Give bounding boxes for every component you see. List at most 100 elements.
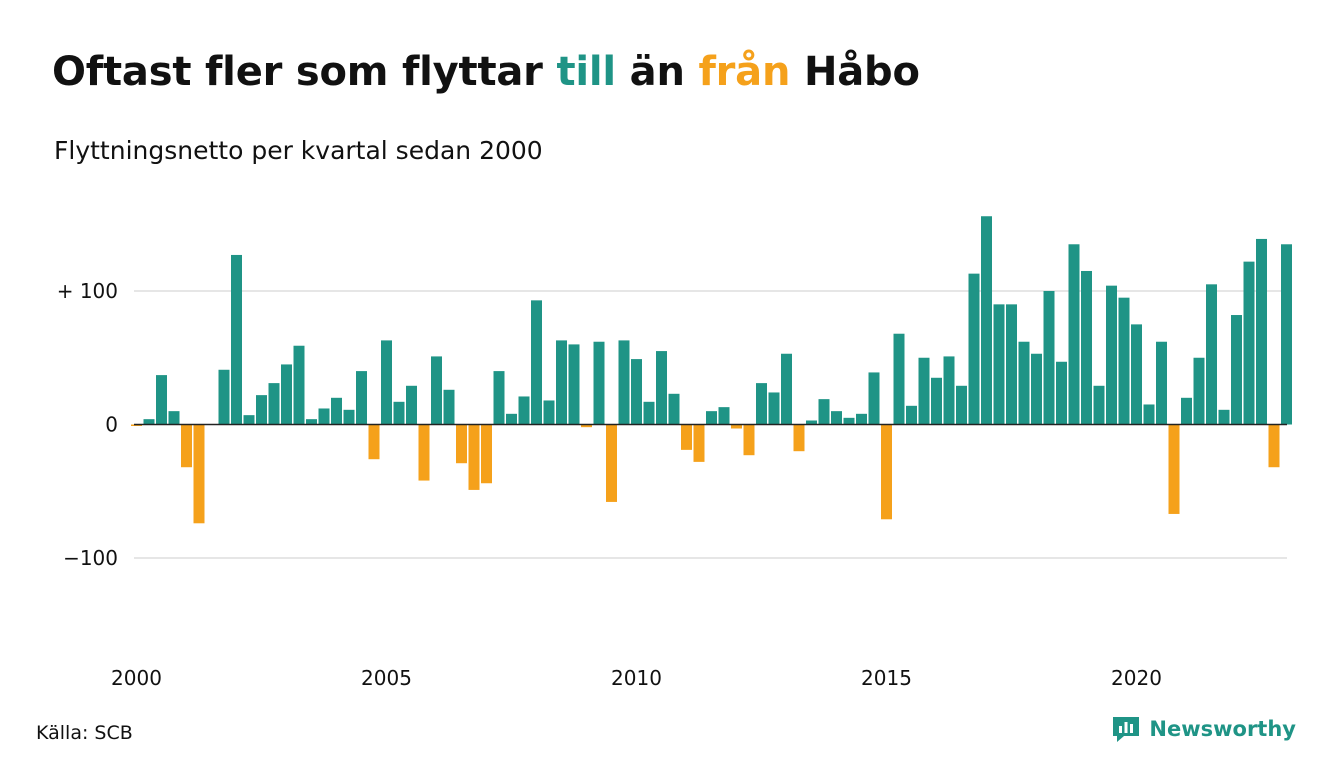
bar: 2007 K2: 40 bbox=[493, 371, 505, 425]
bar: 2004 K3: 40 bbox=[356, 371, 367, 425]
y-tick-label: + 100 bbox=[57, 279, 118, 303]
bar: 2018 K3: 47 bbox=[1056, 361, 1067, 425]
bar: 2017 K2: 90 bbox=[993, 304, 1005, 425]
bar: 2003 K2: 59 bbox=[293, 345, 305, 425]
bar: 2020 K2: 15 bbox=[1143, 404, 1155, 425]
bar: 2001 K2: -74 bbox=[193, 424, 205, 524]
bar: 2020 K1: 75 bbox=[1131, 324, 1142, 425]
title-part-5: Håbo bbox=[790, 49, 920, 95]
x-tick-label: 2010 bbox=[611, 666, 662, 690]
bar: 2005 K3: 29 bbox=[406, 385, 417, 425]
bar: 2000 K3: 37 bbox=[156, 375, 167, 425]
bar: 2012 K4: 24 bbox=[768, 392, 780, 425]
bar: 2021 K2: 50 bbox=[1193, 357, 1205, 425]
bar: 2014 K3: 8 bbox=[856, 413, 867, 425]
bar: 2001 K4: 41 bbox=[218, 369, 230, 425]
bar: 2013 K1: 53 bbox=[781, 353, 792, 425]
bar: 2015 K3: 14 bbox=[906, 405, 917, 425]
bar: 2019 K1: 115 bbox=[1081, 270, 1092, 425]
bar: 2002 K3: 22 bbox=[256, 395, 267, 425]
bar: 2020 K3: 62 bbox=[1156, 341, 1167, 425]
bar: 2020 K4: -67 bbox=[1168, 424, 1180, 514]
bar: 2019 K4: 95 bbox=[1118, 297, 1130, 425]
bar: 2005 K1: 63 bbox=[381, 340, 392, 425]
bar: 2005 K4: -42 bbox=[418, 424, 430, 481]
axes: + 100 0 −100 2000 2005 2010 2015 2020 bbox=[57, 279, 1287, 690]
bar: 2013 K4: 19 bbox=[818, 399, 830, 425]
bar: 2013 K2: -20 bbox=[793, 424, 805, 452]
x-tick-label: 2020 bbox=[1111, 666, 1162, 690]
bar: 2017 K4: 62 bbox=[1018, 341, 1030, 425]
bar: 2004 K4: -26 bbox=[368, 424, 380, 460]
bar: 2004 K1: 20 bbox=[331, 397, 342, 425]
newsworthy-logo: Newsworthy bbox=[1111, 714, 1296, 744]
bar: 2019 K2: 29 bbox=[1093, 385, 1105, 425]
bar: 2000 K4: 10 bbox=[168, 411, 180, 425]
gridlines bbox=[134, 290, 1287, 559]
bar: 2015 K2: 68 bbox=[893, 333, 905, 425]
bar: 2022 K2: 122 bbox=[1243, 261, 1255, 425]
bar: 2002 K1: 127 bbox=[231, 254, 242, 425]
y-tick-label: −100 bbox=[63, 546, 118, 570]
bar: 2014 K2: 5 bbox=[843, 417, 855, 425]
bar: 2022 K4: -32 bbox=[1268, 424, 1280, 468]
bar: 2015 K4: 50 bbox=[918, 357, 930, 425]
bar: 2005 K2: 17 bbox=[393, 401, 405, 425]
bar: 2012 K1: -3 bbox=[731, 424, 742, 429]
bar: 2009 K2: 62 bbox=[593, 341, 605, 425]
bar: 2004 K2: 11 bbox=[343, 409, 355, 425]
bar: 2010 K3: 55 bbox=[656, 351, 667, 425]
bar: 2010 K1: 49 bbox=[631, 359, 642, 425]
bar: 2021 K3: 105 bbox=[1206, 284, 1217, 425]
bar: 2008 K4: 60 bbox=[568, 344, 580, 425]
bar: 2018 K1: 53 bbox=[1031, 353, 1042, 425]
bar: 2010 K4: 23 bbox=[668, 393, 680, 425]
bar: 2016 K4: 113 bbox=[968, 273, 980, 425]
bar: 2001 K1: -32 bbox=[181, 424, 192, 468]
bar: 2016 K1: 35 bbox=[931, 377, 942, 425]
newsworthy-logo-icon bbox=[1113, 717, 1140, 742]
title-part-1: Oftast fler som flyttar bbox=[52, 49, 557, 95]
chart-title: Oftast fler som flyttar till än från Håb… bbox=[52, 42, 920, 102]
bar: 2003 K1: 45 bbox=[281, 364, 292, 425]
bar: 2009 K1: -2 bbox=[581, 424, 592, 428]
bar: 2011 K4: 13 bbox=[718, 407, 730, 425]
y-tick-label: 0 bbox=[105, 413, 118, 437]
bar: 2022 K1: 82 bbox=[1231, 315, 1242, 425]
bar: 2021 K4: 11 bbox=[1218, 409, 1230, 425]
logo-text: Newsworthy bbox=[1149, 717, 1296, 741]
bar: 2007 K3: 8 bbox=[506, 413, 517, 425]
bar: 2023 K1: 135 bbox=[1281, 244, 1292, 425]
bar: 2008 K3: 63 bbox=[556, 340, 567, 425]
bar: 2003 K3: 4 bbox=[306, 419, 317, 425]
bar: 2012 K3: 31 bbox=[756, 383, 767, 425]
bar: 2006 K3: -29 bbox=[456, 424, 467, 464]
bar: 2008 K1: 93 bbox=[531, 300, 542, 425]
source-note: Källa: SCB bbox=[36, 722, 133, 744]
title-till: till bbox=[556, 49, 616, 95]
x-tick-label: 2000 bbox=[111, 666, 162, 690]
title-part-3: än bbox=[615, 49, 699, 95]
bar: 2008 K2: 18 bbox=[543, 400, 555, 425]
bar: 2017 K3: 90 bbox=[1006, 304, 1017, 425]
bar: 2014 K4: 39 bbox=[868, 372, 880, 425]
chart-subtitle: Flyttningsnetto per kvartal sedan 2000 bbox=[54, 136, 543, 165]
title-fran: från bbox=[698, 49, 791, 95]
bar: 2012 K2: -23 bbox=[743, 424, 755, 456]
bar: 2018 K4: 135 bbox=[1068, 244, 1080, 425]
bar: 2003 K4: 12 bbox=[318, 408, 330, 425]
bar: 2015 K1: -71 bbox=[881, 424, 892, 520]
bar: 2021 K1: 20 bbox=[1181, 397, 1192, 425]
bar: 2002 K2: 7 bbox=[243, 415, 255, 425]
bar: 2017 K1: 156 bbox=[981, 216, 992, 425]
bar: 2009 K3: -58 bbox=[606, 424, 617, 502]
bar: 2002 K4: 31 bbox=[268, 383, 280, 425]
x-tick-label: 2015 bbox=[861, 666, 912, 690]
bar: 2016 K2: 51 bbox=[943, 356, 955, 425]
bars: 2000 K1: -12000 K2: 42000 K3: 372000 K4:… bbox=[131, 216, 1292, 524]
bar: 2009 K4: 63 bbox=[618, 340, 630, 425]
bar: 2011 K2: -28 bbox=[693, 424, 705, 462]
bar: 2014 K1: 10 bbox=[831, 411, 842, 425]
bar: 2006 K1: 51 bbox=[431, 356, 442, 425]
